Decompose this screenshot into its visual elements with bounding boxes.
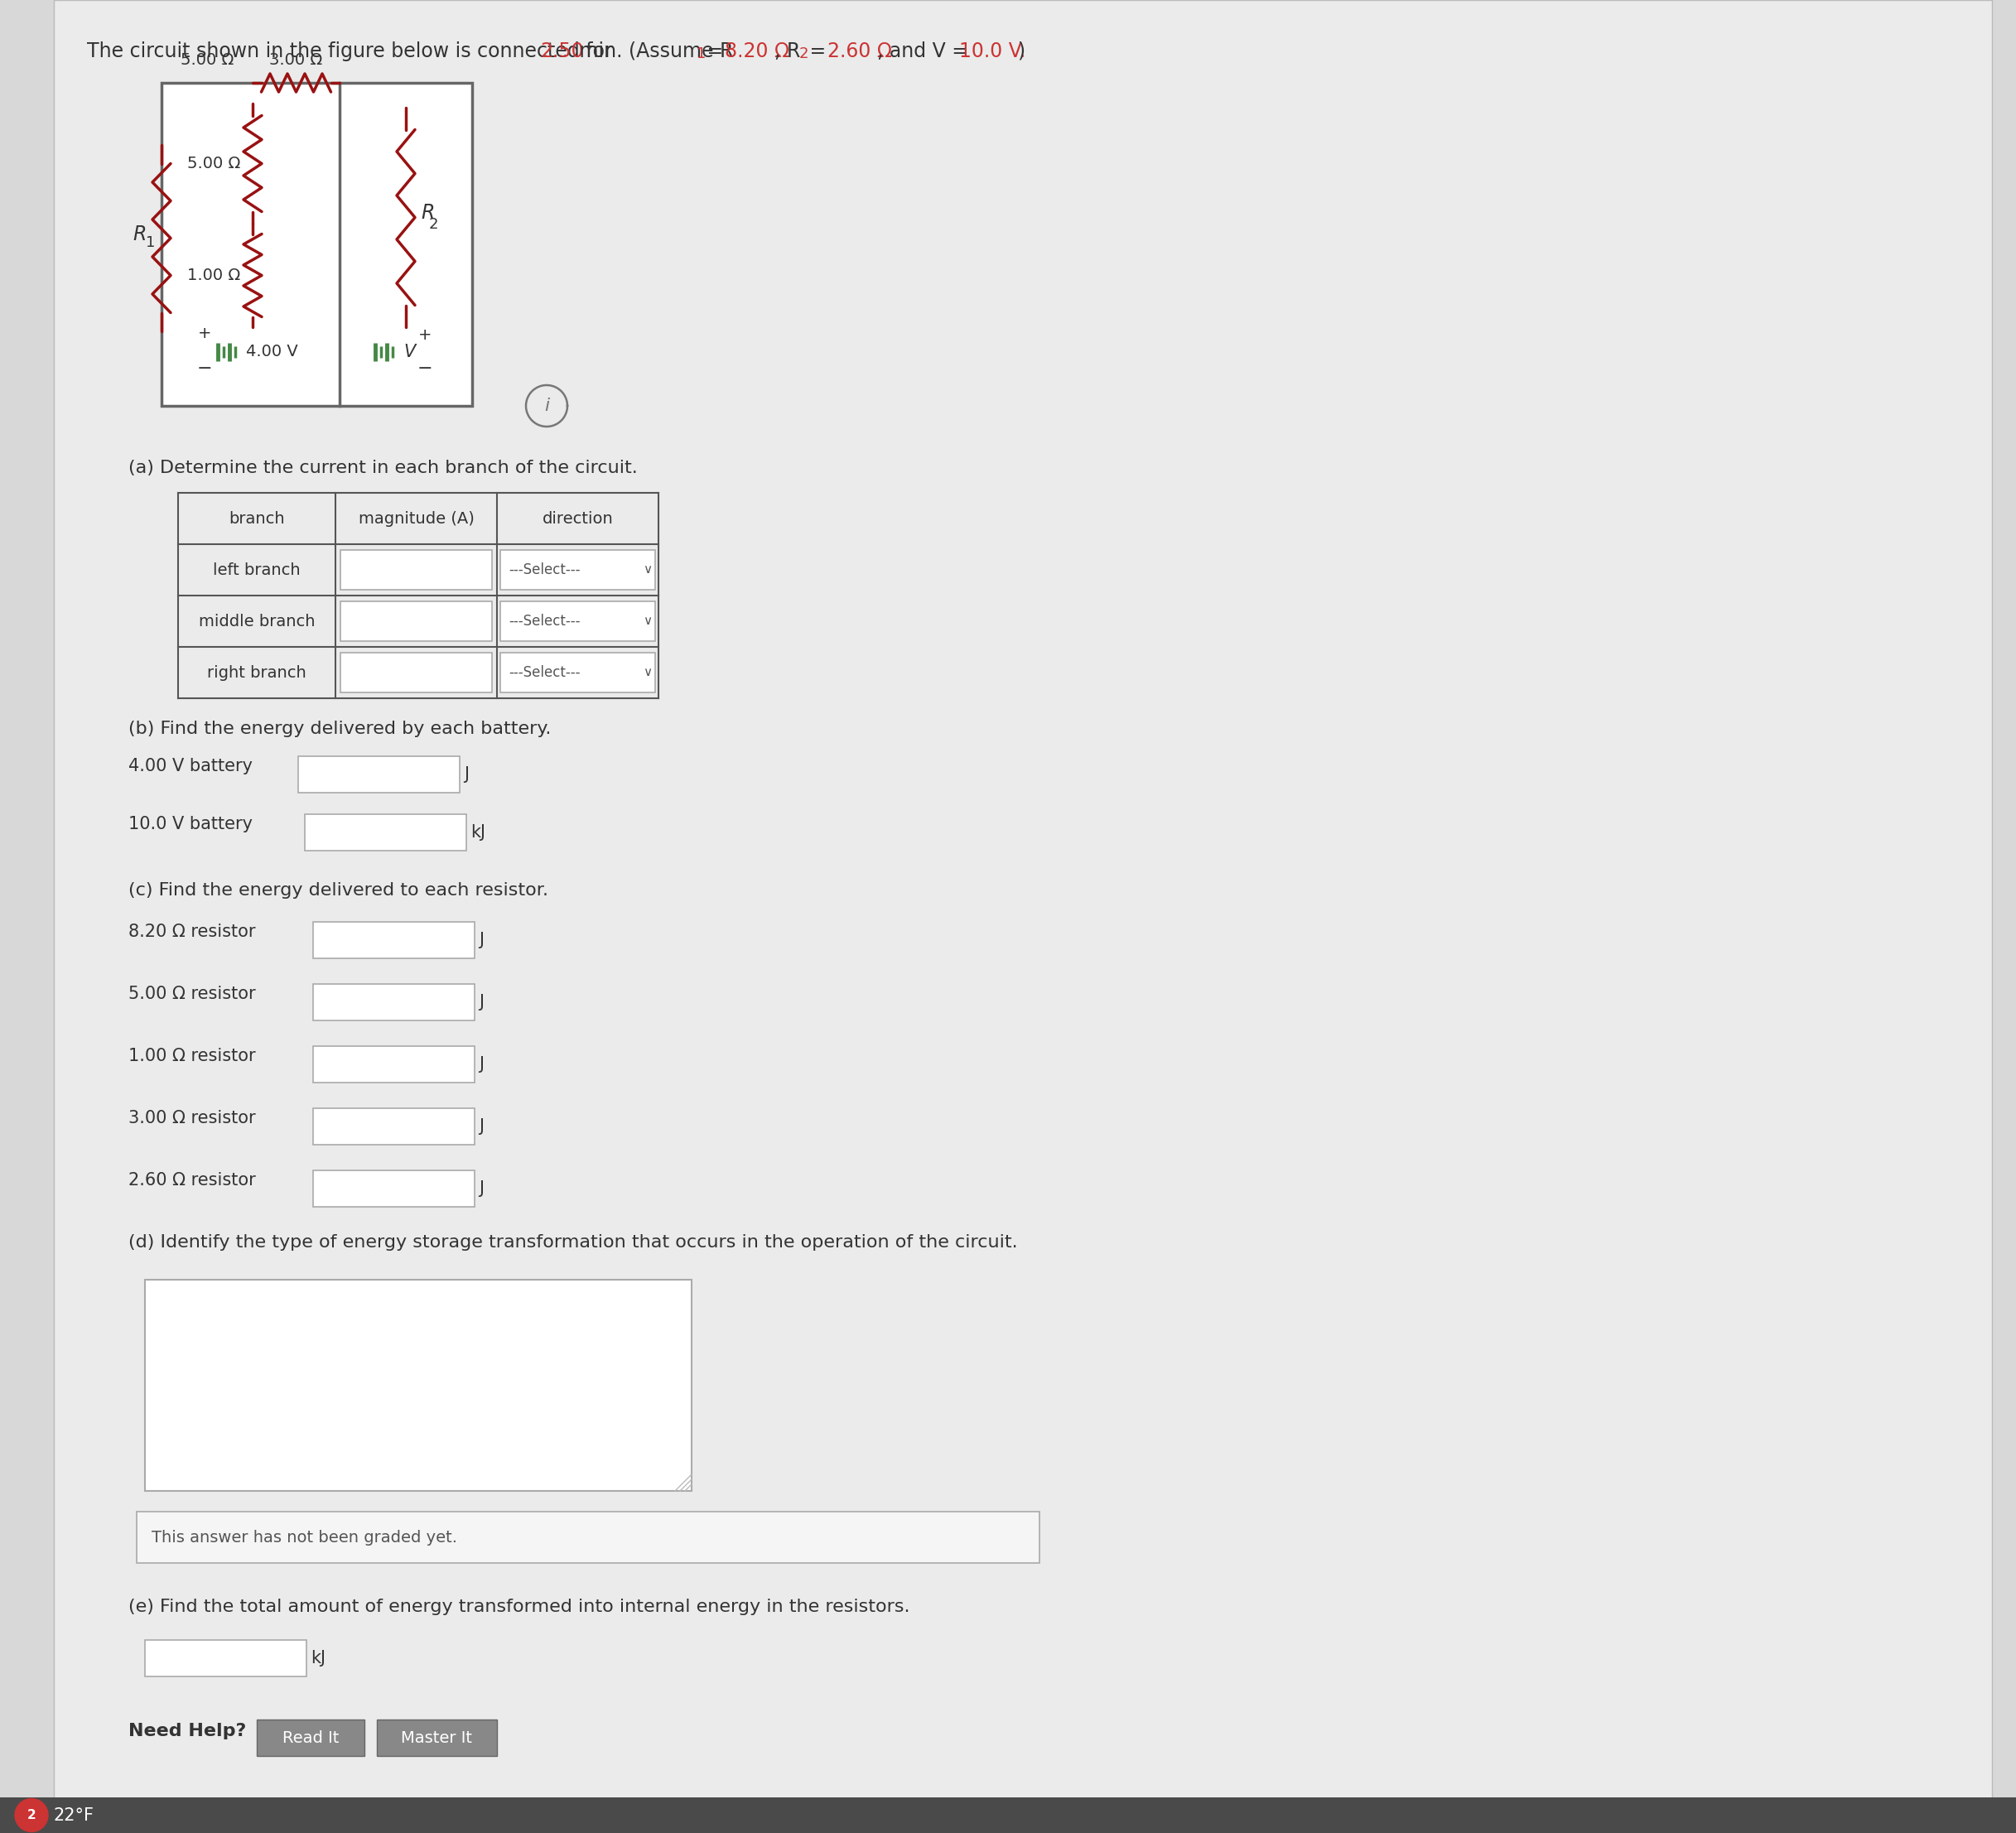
- Text: (b) Find the energy delivered by each battery.: (b) Find the energy delivered by each ba…: [129, 720, 550, 737]
- Bar: [304, 814, 466, 851]
- Text: =: =: [700, 42, 730, 60]
- Text: kJ: kJ: [470, 825, 486, 841]
- Text: R: R: [421, 203, 433, 224]
- Text: ∨: ∨: [643, 667, 651, 678]
- Bar: [145, 1641, 306, 1677]
- Bar: [341, 601, 492, 642]
- Text: 5.00 Ω resistor: 5.00 Ω resistor: [129, 986, 256, 1003]
- Text: 1.00 Ω resistor: 1.00 Ω resistor: [129, 1048, 256, 1065]
- Text: 2: 2: [798, 46, 808, 60]
- Bar: [145, 1279, 691, 1490]
- Text: =: =: [802, 42, 833, 60]
- Bar: [341, 550, 492, 590]
- Text: , R: , R: [774, 42, 800, 60]
- Bar: [341, 653, 492, 693]
- Bar: [312, 1169, 474, 1206]
- Text: J: J: [478, 1056, 484, 1072]
- Text: 2.60 Ω: 2.60 Ω: [829, 42, 893, 60]
- Text: J: J: [464, 766, 470, 783]
- Text: 10.0 V battery: 10.0 V battery: [129, 816, 252, 832]
- Bar: [0, 1798, 2016, 1833]
- Text: ---Select---: ---Select---: [508, 614, 581, 629]
- Text: , and V =: , and V =: [877, 42, 974, 60]
- Bar: [377, 1719, 498, 1756]
- Text: 8.20 Ω: 8.20 Ω: [726, 42, 790, 60]
- Text: 2: 2: [26, 1809, 36, 1822]
- Text: 2: 2: [429, 216, 439, 231]
- Text: middle branch: middle branch: [200, 614, 314, 629]
- Text: 2.50: 2.50: [540, 42, 583, 60]
- Text: +: +: [198, 326, 212, 341]
- Text: V: V: [403, 345, 415, 361]
- Bar: [256, 1719, 365, 1756]
- Bar: [312, 1047, 474, 1083]
- Circle shape: [14, 1798, 48, 1831]
- Text: (e) Find the total amount of energy transformed into internal energy in the resi: (e) Find the total amount of energy tran…: [129, 1598, 909, 1615]
- Text: −: −: [198, 361, 212, 378]
- Text: (a) Determine the current in each branch of the circuit.: (a) Determine the current in each branch…: [129, 460, 637, 477]
- Bar: [500, 550, 655, 590]
- Bar: [312, 1109, 474, 1144]
- Text: 1: 1: [145, 236, 155, 251]
- Text: Master It: Master It: [401, 1730, 472, 1745]
- Bar: [312, 984, 474, 1021]
- Text: +: +: [417, 328, 431, 343]
- Text: The circuit shown in the figure below is connected for: The circuit shown in the figure below is…: [87, 42, 619, 60]
- Text: J: J: [478, 931, 484, 948]
- Text: 1.00 Ω: 1.00 Ω: [187, 268, 240, 284]
- Text: 3.00 Ω: 3.00 Ω: [270, 51, 323, 68]
- Text: magnitude (A): magnitude (A): [359, 511, 474, 526]
- Bar: [298, 757, 460, 792]
- Bar: [500, 653, 655, 693]
- Text: J: J: [478, 993, 484, 1010]
- Text: This answer has not been graded yet.: This answer has not been graded yet.: [151, 1529, 458, 1545]
- Text: ): ): [1018, 42, 1024, 60]
- Text: min. (Assume R: min. (Assume R: [573, 42, 734, 60]
- Text: right branch: right branch: [208, 665, 306, 680]
- Text: 22°F: 22°F: [54, 1807, 95, 1824]
- Text: 10.0 V.: 10.0 V.: [960, 42, 1026, 60]
- Text: kJ: kJ: [310, 1650, 325, 1666]
- Text: ∨: ∨: [643, 565, 651, 576]
- Text: 1: 1: [696, 46, 706, 60]
- Text: ∨: ∨: [643, 616, 651, 627]
- Text: J: J: [478, 1180, 484, 1197]
- Text: 3.00 Ω resistor: 3.00 Ω resistor: [129, 1111, 256, 1127]
- Text: (c) Find the energy delivered to each resistor.: (c) Find the energy delivered to each re…: [129, 882, 548, 898]
- Bar: [137, 1512, 1040, 1564]
- Text: 8.20 Ω resistor: 8.20 Ω resistor: [129, 924, 256, 940]
- Text: Need Help?: Need Help?: [129, 1723, 246, 1740]
- Text: 2.60 Ω resistor: 2.60 Ω resistor: [129, 1171, 256, 1188]
- Bar: [161, 82, 472, 405]
- Text: (d) Identify the type of energy storage transformation that occurs in the operat: (d) Identify the type of energy storage …: [129, 1234, 1018, 1250]
- Text: Read It: Read It: [282, 1730, 339, 1745]
- Text: 4.00 V battery: 4.00 V battery: [129, 757, 252, 775]
- Text: −: −: [417, 361, 433, 378]
- Text: branch: branch: [228, 511, 284, 526]
- Bar: [500, 601, 655, 642]
- Text: 5.00 Ω: 5.00 Ω: [187, 156, 240, 172]
- Text: 4.00 V: 4.00 V: [246, 345, 298, 359]
- Text: 5.00 Ω: 5.00 Ω: [179, 51, 234, 68]
- Text: ---Select---: ---Select---: [508, 665, 581, 680]
- Bar: [312, 922, 474, 959]
- Text: ---Select---: ---Select---: [508, 563, 581, 577]
- Text: R: R: [133, 224, 147, 244]
- Text: left branch: left branch: [214, 563, 300, 577]
- Text: direction: direction: [542, 511, 613, 526]
- Text: i: i: [544, 398, 548, 414]
- Text: J: J: [478, 1118, 484, 1135]
